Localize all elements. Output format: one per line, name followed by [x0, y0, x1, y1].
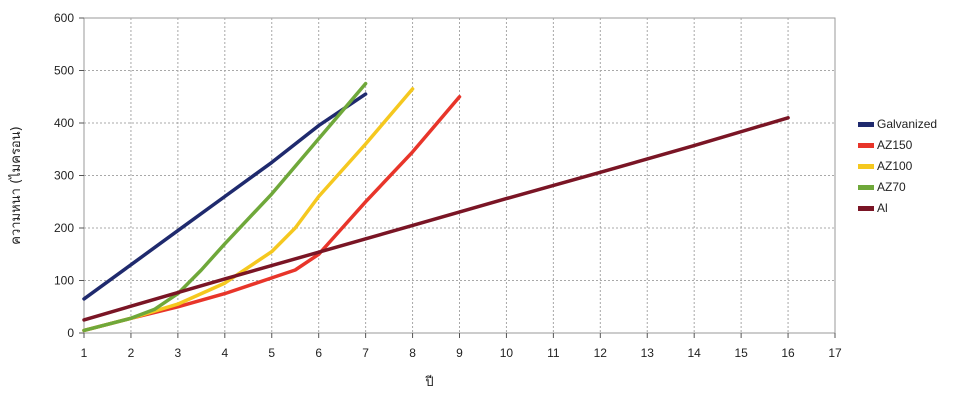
y-axis-title: ความหนา (ไมครอน)	[8, 126, 24, 244]
legend-label-az150: AZ150	[877, 138, 913, 152]
series-line-az70	[82, 81, 368, 333]
y-tick-label: 0	[67, 326, 74, 340]
legend-swatch-az100	[858, 164, 874, 169]
x-tick-label: 11	[547, 346, 560, 360]
x-tick-label: 6	[315, 346, 322, 360]
x-tick-label: 2	[128, 346, 135, 360]
y-tick-label: 100	[54, 274, 74, 288]
y-tick-label: 600	[54, 11, 74, 25]
grid	[83, 17, 836, 334]
x-tick-label: 15	[734, 346, 748, 360]
series-line-al	[82, 116, 790, 322]
x-tick-label: 1	[81, 346, 88, 360]
x-tick-label: 7	[362, 346, 369, 360]
x-tick-label: 13	[641, 346, 655, 360]
y-tick-label: 200	[54, 221, 74, 235]
legend-label-al: Al	[877, 201, 888, 215]
series-line-galvanized	[82, 92, 368, 301]
x-tick-label: 9	[456, 346, 463, 360]
y-tick-label: 500	[54, 64, 74, 78]
legend-swatch-galvanized	[858, 122, 874, 127]
axes: 1 2 3 4 5 6 7 8 9 10 11 12 13 14 15 16 17010020030040050…	[54, 11, 842, 360]
series-lines	[82, 81, 790, 333]
x-axis-title: ปี	[424, 374, 433, 390]
x-tick-label: 4	[221, 346, 228, 360]
x-tick-label: 3	[175, 346, 182, 360]
legend-swatch-al	[858, 206, 874, 211]
x-tick-label: 10	[500, 346, 514, 360]
y-tick-label: 300	[54, 169, 74, 183]
x-tick-label: 8	[409, 346, 416, 360]
x-tick-label: 14	[688, 346, 702, 360]
legend-swatch-az70	[858, 185, 874, 190]
x-tick-label: 17	[828, 346, 842, 360]
y-tick-label: 400	[54, 116, 74, 130]
legend: Galvanized AZ150 AZ100 AZ70 Al	[858, 117, 937, 215]
x-tick-label: 16	[781, 346, 795, 360]
legend-swatch-az150	[858, 143, 874, 148]
legend-label-galvanized: Galvanized	[877, 117, 937, 131]
x-tick-label: 5	[268, 346, 275, 360]
x-tick-label: 12	[594, 346, 608, 360]
legend-label-az70: AZ70	[877, 180, 906, 194]
legend-label-az100: AZ100	[877, 159, 913, 173]
